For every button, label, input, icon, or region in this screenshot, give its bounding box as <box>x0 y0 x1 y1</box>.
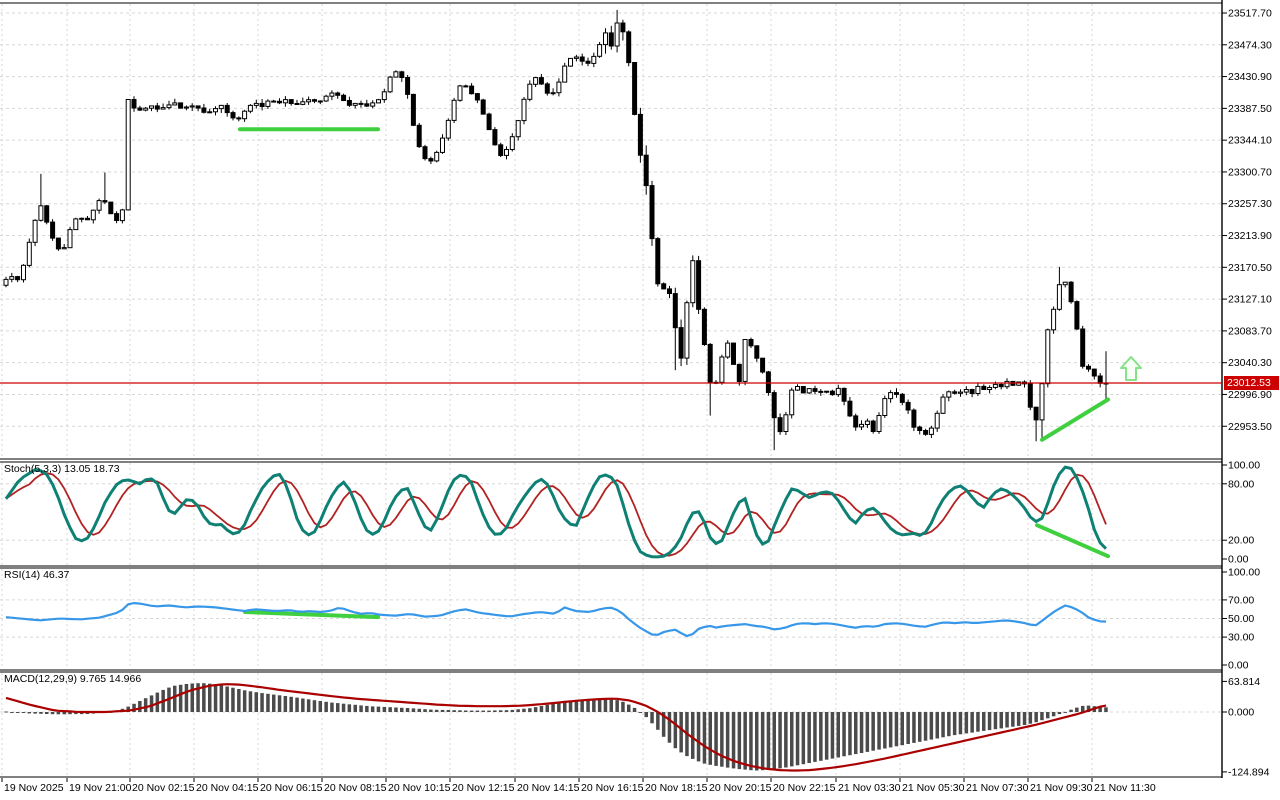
svg-text:23083.70: 23083.70 <box>1228 325 1272 337</box>
svg-text:23300.70: 23300.70 <box>1228 166 1272 178</box>
svg-text:50.00: 50.00 <box>1228 613 1254 625</box>
up-arrow-icon[interactable] <box>1120 356 1142 381</box>
svg-text:0.00: 0.00 <box>1228 554 1249 566</box>
svg-text:21 Nov 11:30: 21 Nov 11:30 <box>1094 782 1156 794</box>
svg-text:23127.10: 23127.10 <box>1228 294 1272 306</box>
svg-text:70.00: 70.00 <box>1228 594 1254 606</box>
svg-text:23387.50: 23387.50 <box>1228 103 1272 115</box>
svg-text:-124.894: -124.894 <box>1228 766 1270 778</box>
svg-text:30.00: 30.00 <box>1228 632 1254 644</box>
svg-text:23213.90: 23213.90 <box>1228 230 1272 242</box>
stoch-green-line[interactable] <box>1035 523 1110 559</box>
gridlines <box>0 4 1222 776</box>
svg-text:20 Nov 04:15: 20 Nov 04:15 <box>196 782 259 794</box>
svg-text:23170.50: 23170.50 <box>1228 262 1272 274</box>
price-scale-axis[interactable]: 23517.70 23474.30 23430.90 23387.50 23344.10… <box>1222 8 1272 779</box>
svg-text:20 Nov 12:15: 20 Nov 12:15 <box>452 782 515 794</box>
svg-text:20 Nov 22:15: 20 Nov 22:15 <box>773 782 836 794</box>
svg-text:80.00: 80.00 <box>1228 478 1254 490</box>
macd-signal-line <box>5 683 1107 772</box>
svg-text:21 Nov 07:30: 21 Nov 07:30 <box>966 782 1029 794</box>
svg-text:0.00: 0.00 <box>1228 660 1249 672</box>
svg-text:100.00: 100.00 <box>1228 460 1260 472</box>
svg-text:100.00: 100.00 <box>1228 567 1260 579</box>
svg-text:20 Nov 08:15: 20 Nov 08:15 <box>324 782 387 794</box>
svg-text:23517.70: 23517.70 <box>1228 8 1272 20</box>
svg-text:20 Nov 18:15: 20 Nov 18:15 <box>645 782 708 794</box>
svg-text:20 Nov 02:15: 20 Nov 02:15 <box>132 782 195 794</box>
svg-text:20 Nov 14:15: 20 Nov 14:15 <box>517 782 580 794</box>
svg-text:21 Nov 09:30: 21 Nov 09:30 <box>1030 782 1093 794</box>
candlestick-series <box>3 9 1109 451</box>
svg-text:22953.50: 22953.50 <box>1228 421 1272 433</box>
svg-text:21 Nov 05:30: 21 Nov 05:30 <box>902 782 965 794</box>
trendlines-green[interactable] <box>238 127 1110 442</box>
rsi-indicator-label: RSI(14) 46.37 <box>4 569 70 581</box>
svg-text:23344.10: 23344.10 <box>1228 135 1272 147</box>
svg-text:20 Nov 16:15: 20 Nov 16:15 <box>581 782 644 794</box>
svg-text:63.814: 63.814 <box>1228 676 1260 688</box>
panel-frames <box>0 0 1223 778</box>
svg-text:22996.90: 22996.90 <box>1228 389 1272 401</box>
rsi-green-line[interactable] <box>243 609 380 620</box>
svg-text:0.000: 0.000 <box>1228 707 1254 719</box>
svg-text:19 Nov 2025: 19 Nov 2025 <box>4 782 64 794</box>
svg-text:20 Nov 10:15: 20 Nov 10:15 <box>388 782 451 794</box>
svg-text:23040.30: 23040.30 <box>1228 357 1272 369</box>
current-price-badge: 23012.53 <box>1224 376 1279 390</box>
stochastic-indicator-label: Stoch(5,3,3) 13.05 18.73 <box>4 463 120 475</box>
time-scale-axis[interactable]: 19 Nov 2025 19 Nov 21:00 20 Nov 02:15 20 No… <box>1 778 1156 794</box>
macd-indicator-label: MACD(12,29,9) 9.765 14.966 <box>4 673 142 685</box>
svg-text:20.00: 20.00 <box>1228 535 1254 547</box>
svg-text:20 Nov 20:15: 20 Nov 20:15 <box>709 782 772 794</box>
svg-text:23430.90: 23430.90 <box>1228 71 1272 83</box>
svg-text:19 Nov 21:00: 19 Nov 21:00 <box>69 782 132 794</box>
svg-text:20 Nov 06:15: 20 Nov 06:15 <box>260 782 323 794</box>
svg-text:21 Nov 03:30: 21 Nov 03:30 <box>838 782 901 794</box>
rsi-line <box>5 601 1107 638</box>
svg-text:23257.30: 23257.30 <box>1228 198 1272 210</box>
stoch-k-line <box>4 465 1108 559</box>
svg-text:23474.30: 23474.30 <box>1228 39 1272 51</box>
